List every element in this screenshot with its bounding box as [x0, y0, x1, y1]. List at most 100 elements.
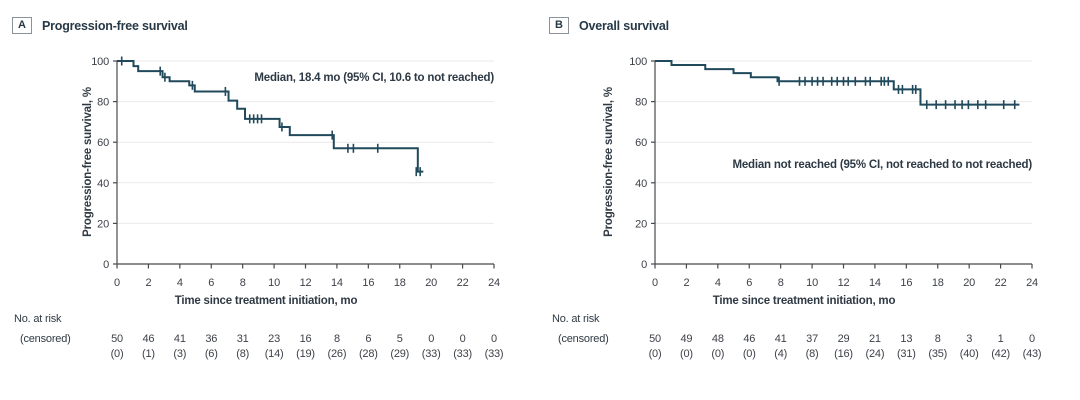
at-risk-n: 0 — [491, 333, 497, 345]
x-tick-label: 2 — [145, 277, 151, 289]
y-tick-label: 20 — [97, 218, 109, 230]
at-risk-censored: (35) — [928, 348, 947, 360]
x-tick-label: 14 — [331, 277, 343, 289]
at-risk-censored: (43) — [1023, 348, 1042, 360]
x-tick-label: 22 — [995, 277, 1007, 289]
at-risk-censored: (33) — [422, 348, 441, 360]
y-tick-label: 40 — [97, 178, 109, 190]
at-risk-censored: (19) — [296, 348, 315, 360]
at-risk-censored: (14) — [265, 348, 284, 360]
axes — [651, 60, 1033, 269]
at-risk-n: 37 — [806, 333, 818, 345]
at-risk-n: 6 — [365, 333, 371, 345]
at-risk-n: 23 — [268, 333, 280, 345]
y-tick-label: 60 — [635, 137, 647, 149]
gridlines — [117, 60, 494, 224]
y-tick-label: 0 — [103, 259, 109, 271]
at-risk-n: 50 — [111, 333, 123, 345]
at-risk-n: 0 — [428, 333, 434, 345]
x-tick-label: 16 — [362, 277, 374, 289]
at-risk-n: 3 — [966, 333, 972, 345]
at-risk-n: 36 — [205, 333, 217, 345]
x-tick-label: 14 — [869, 277, 881, 289]
at-risk-n: 48 — [712, 333, 724, 345]
x-tick-label: 0 — [652, 277, 658, 289]
x-tick-label: 10 — [806, 277, 818, 289]
at-risk-n: 0 — [1029, 333, 1035, 345]
at-risk-censored: (0) — [743, 348, 756, 360]
at-risk-censored: (0) — [680, 348, 693, 360]
at-risk-n: 49 — [680, 333, 692, 345]
panel-b-title: Overall survival — [578, 18, 669, 33]
at-risk-n: 13 — [900, 333, 912, 345]
at-risk-n: 46 — [142, 333, 154, 345]
median-annotation-b: Median not reached (95% CI, not reached … — [732, 159, 1032, 171]
panel-a-title: Progression-free survival — [41, 18, 188, 33]
at-risk-censored: (4) — [774, 348, 787, 360]
at-risk-censored: (1) — [142, 348, 155, 360]
at-risk-censored: (24) — [866, 348, 885, 360]
censored-label-a: (censored) — [20, 333, 71, 345]
median-annotation-a: Median, 18.4 mo (95% CI, 10.6 to not rea… — [254, 72, 494, 84]
at-risk-censored: (0) — [711, 348, 724, 360]
at-risk-censored: (3) — [173, 348, 186, 360]
at-risk-n: 16 — [300, 333, 312, 345]
censor-marks — [120, 56, 421, 177]
at-risk-table: 50 (0) 49 (0) 48 (0) 46 (0) 41 (4) 37 (8) 29 (16) 21 (2… — [649, 333, 1042, 360]
panel-a-tag: A — [12, 17, 32, 34]
y-tick-label: 20 — [635, 218, 647, 230]
x-tick-label: 16 — [900, 277, 912, 289]
x-axis-title-a: Time since treatment initiation, mo — [175, 295, 358, 307]
censored-label-b: (censored) — [558, 333, 609, 345]
at-risk-n: 46 — [743, 333, 755, 345]
x-tick-label: 12 — [838, 277, 850, 289]
at-risk-censored: (42) — [991, 348, 1010, 360]
x-tick-label: 6 — [746, 277, 752, 289]
x-tick-label: 8 — [778, 277, 784, 289]
at-risk-n: 8 — [334, 333, 340, 345]
at-risk-censored: (0) — [111, 348, 124, 360]
y-tick-label: 100 — [91, 56, 109, 68]
x-tick-label: 6 — [208, 277, 214, 289]
at-risk-censored: (0) — [649, 348, 662, 360]
x-tick-label: 8 — [240, 277, 246, 289]
at-risk-censored: (33) — [453, 348, 472, 360]
km-curve — [655, 60, 1020, 106]
at-risk-n: 8 — [935, 333, 941, 345]
x-axis-title-b: Time since treatment initiation, mo — [713, 295, 896, 307]
at-risk-n: 5 — [397, 333, 403, 345]
x-tick-label: 18 — [932, 277, 944, 289]
panel-a-header: A Progression-free survival — [12, 17, 188, 34]
at-risk-censored: (8) — [806, 348, 819, 360]
x-tick-label: 0 — [114, 277, 120, 289]
censor-marks — [778, 76, 1016, 110]
at-risk-censored: (6) — [205, 348, 218, 360]
x-tick-label: 10 — [268, 277, 280, 289]
at-risk-censored: (28) — [359, 348, 378, 360]
panel-a: A Progression-free survival 0 20 40 60 80 100… — [12, 17, 504, 360]
y-tick-label: 100 — [629, 56, 647, 68]
x-tick-label: 20 — [425, 277, 437, 289]
at-risk-censored: (31) — [897, 348, 916, 360]
y-tick-label: 40 — [635, 178, 647, 190]
axes — [113, 60, 495, 269]
at-risk-n: 41 — [775, 333, 787, 345]
at-risk-n: 29 — [838, 333, 850, 345]
km-curve — [117, 60, 424, 173]
x-tick-label: 22 — [457, 277, 469, 289]
x-tick-label: 4 — [177, 277, 183, 289]
at-risk-n: 0 — [460, 333, 466, 345]
at-risk-censored: (26) — [328, 348, 347, 360]
x-tick-label: 18 — [394, 277, 406, 289]
x-tick-label: 20 — [963, 277, 975, 289]
panel-b: B Overall survival 0 20 40 60 80 100 0 2 4 6 8 10 12… — [540, 0, 1080, 400]
at-risk-n: 21 — [869, 333, 881, 345]
at-risk-label-a: No. at risk — [14, 313, 62, 325]
